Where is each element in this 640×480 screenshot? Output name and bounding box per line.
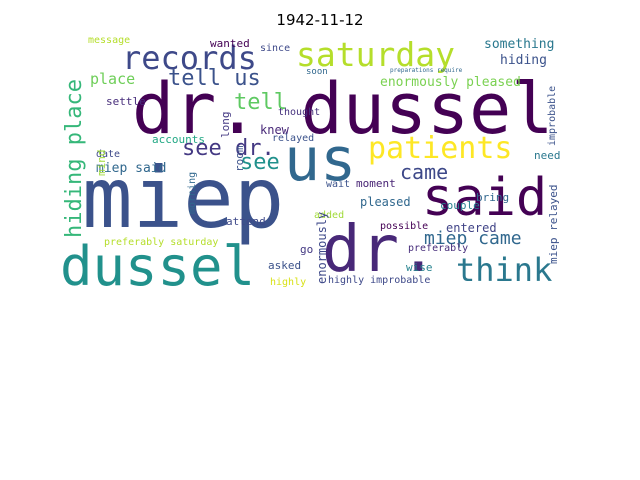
word-knew: knew: [260, 123, 289, 137]
word-dussel: dussel: [60, 235, 256, 291]
chart-title: 1942-11-12: [276, 11, 364, 29]
word-mind: mind: [95, 149, 108, 177]
word-something: something: [484, 37, 555, 52]
word-morning: morning: [187, 171, 198, 214]
word-moment: moment: [356, 177, 396, 190]
word-think: think: [456, 251, 553, 289]
word-see: see: [240, 150, 280, 175]
word-tell: tell: [234, 90, 287, 115]
word-bring: bring: [476, 191, 510, 204]
word-preferably-saturday: preferably saturday: [104, 237, 219, 248]
word-preferably: preferably: [408, 243, 469, 254]
word-enormously: enormously: [315, 211, 329, 284]
word-thought: thought: [278, 107, 321, 118]
word-came: came: [400, 160, 449, 184]
word-soon: soon: [306, 67, 328, 77]
word-cloud: miep dr. dussel dr. dussel us said satur…: [60, 34, 562, 290]
word-improbable: improbable: [547, 85, 558, 146]
word-message: message: [88, 35, 131, 46]
word-place: place: [90, 70, 136, 88]
word-wait: wait: [326, 179, 351, 190]
word-room: room: [233, 145, 246, 173]
word-preparations-require: preparations require: [390, 67, 463, 74]
word-need: need: [534, 149, 561, 162]
word-dr: dr.: [322, 213, 438, 287]
word-see-dr: see dr.: [182, 136, 275, 161]
word-possible: possible: [380, 221, 429, 232]
word-pleased: pleased: [360, 195, 411, 209]
word-highly: highly: [270, 277, 307, 288]
word-tell-us: tell us: [168, 66, 261, 91]
word-miep-said: miep said: [96, 161, 167, 176]
word-patients: patients: [368, 131, 513, 166]
word-relayed: relayed: [272, 133, 315, 144]
word-miep-came: miep came: [424, 228, 522, 249]
word-entered: entered: [446, 221, 497, 235]
word-wise: wise: [406, 261, 433, 274]
word-hiding-place: hiding place: [62, 79, 87, 238]
word-said: said: [422, 168, 548, 228]
word-since: since: [260, 43, 291, 54]
word-go: go: [300, 243, 314, 256]
word-settle: settle: [106, 95, 146, 108]
word-miep-relayed: miep relayed: [547, 184, 560, 264]
word-highly-improbable: highly improbable: [328, 275, 431, 286]
word-accounts: accounts: [152, 133, 205, 146]
word-asked: asked: [268, 259, 302, 272]
word-hiding: hiding: [500, 53, 547, 68]
word-added: added: [314, 210, 345, 221]
word-wanted: wanted: [210, 37, 250, 50]
word-us: us: [284, 125, 357, 195]
word-long: long: [219, 111, 232, 139]
word-date: date: [96, 149, 121, 160]
word-saturday: saturday: [296, 35, 455, 74]
word-enormously-pleased: enormously pleased: [380, 75, 521, 90]
word-miep: miep: [82, 149, 285, 247]
word-attend: attend: [226, 215, 266, 228]
word-couple: couple: [440, 199, 480, 212]
word-dr-dussel: dr. dussel: [132, 68, 554, 150]
word-records: records: [122, 39, 257, 77]
